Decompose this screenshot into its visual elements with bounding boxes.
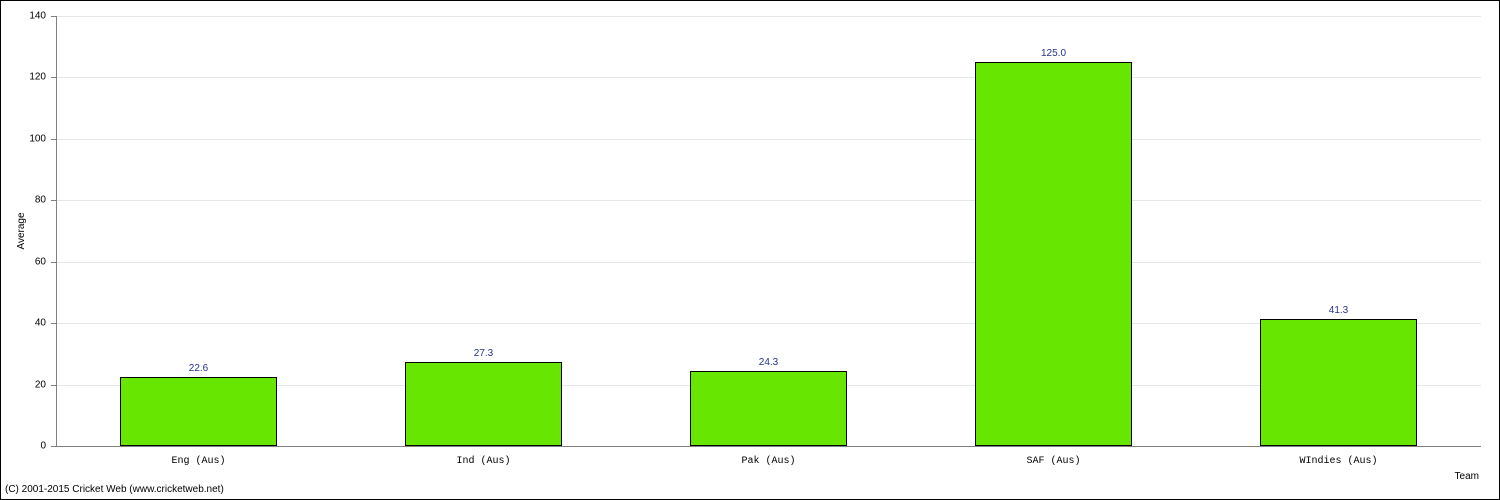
y-tick-mark <box>51 446 56 447</box>
plot-area <box>56 16 1481 446</box>
bar-value-label: 24.3 <box>759 357 778 368</box>
grid-line <box>56 77 1481 78</box>
y-tick-mark <box>51 323 56 324</box>
x-tick-label: SAF (Aus) <box>1026 456 1080 467</box>
x-axis-line <box>56 446 1481 447</box>
x-tick-label: Eng (Aus) <box>171 456 225 467</box>
grid-line <box>56 200 1481 201</box>
bar-value-label: 27.3 <box>474 348 493 359</box>
x-axis-title: Team <box>1455 471 1479 482</box>
bar <box>975 62 1132 446</box>
y-tick-mark <box>51 139 56 140</box>
y-tick-label: 80 <box>1 195 46 206</box>
x-tick-label: WIndies (Aus) <box>1299 456 1377 467</box>
y-tick-label: 140 <box>1 11 46 22</box>
x-tick-label: Ind (Aus) <box>456 456 510 467</box>
grid-line <box>56 262 1481 263</box>
y-axis-title: Average <box>16 212 27 249</box>
y-tick-mark <box>51 262 56 263</box>
y-tick-label: 0 <box>1 441 46 452</box>
y-tick-label: 20 <box>1 379 46 390</box>
bar <box>1260 319 1417 446</box>
y-tick-mark <box>51 200 56 201</box>
bar <box>690 371 847 446</box>
chart-container: Average Team (C) 2001-2015 Cricket Web (… <box>0 0 1500 500</box>
y-tick-label: 40 <box>1 318 46 329</box>
bar <box>405 362 562 446</box>
bar-value-label: 22.6 <box>189 363 208 374</box>
bar-value-label: 125.0 <box>1041 48 1066 59</box>
grid-line <box>56 16 1481 17</box>
y-tick-mark <box>51 385 56 386</box>
y-tick-label: 100 <box>1 133 46 144</box>
x-tick-label: Pak (Aus) <box>741 456 795 467</box>
y-tick-mark <box>51 16 56 17</box>
bar <box>120 377 277 446</box>
y-tick-label: 60 <box>1 256 46 267</box>
grid-line <box>56 139 1481 140</box>
copyright-text: (C) 2001-2015 Cricket Web (www.cricketwe… <box>5 484 224 495</box>
y-tick-label: 120 <box>1 72 46 83</box>
bar-value-label: 41.3 <box>1329 305 1348 316</box>
y-axis-line <box>56 16 57 446</box>
y-tick-mark <box>51 77 56 78</box>
